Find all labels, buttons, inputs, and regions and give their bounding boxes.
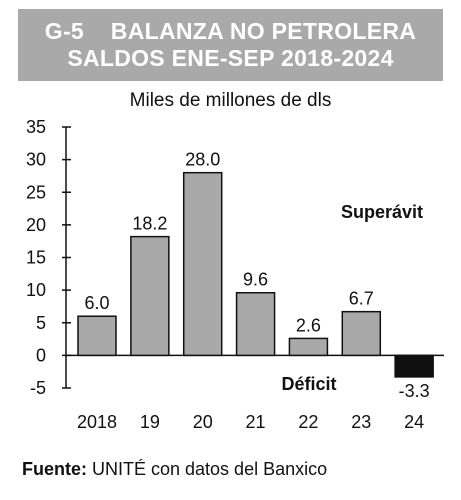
bar-22 bbox=[288, 337, 329, 357]
data-label-20: 28.0 bbox=[185, 150, 220, 170]
chart-unit-label: Miles de millones de dls bbox=[129, 90, 332, 111]
source-note: Fuente: UNITÉ con datos del Banxico bbox=[22, 459, 327, 480]
y-tick-label: 0 bbox=[36, 345, 46, 365]
x-tick-label-19: 19 bbox=[140, 412, 160, 432]
bar-chart: 35 30 25 20 15 10 5 0 -5 6.0 2018 18.2 19 28.0 20 9.6 2… bbox=[26, 117, 444, 432]
annotation-deficit: Déficit bbox=[281, 374, 336, 394]
y-tick-label: 15 bbox=[26, 248, 46, 268]
x-tick-label-23: 23 bbox=[351, 412, 371, 432]
chart-title-line-1: G-5 BALANZA NO PETROLERA bbox=[44, 18, 417, 44]
y-tick-label: 10 bbox=[26, 280, 46, 300]
source-label: Fuente: bbox=[22, 459, 87, 479]
y-tick-label: -5 bbox=[30, 378, 46, 398]
y-tick-label: 25 bbox=[26, 182, 46, 202]
data-label-21: 9.6 bbox=[243, 270, 268, 290]
bar-2018 bbox=[77, 315, 117, 357]
bar-23 bbox=[341, 310, 382, 357]
y-tick-label: 35 bbox=[26, 117, 46, 137]
data-label-24: -3.3 bbox=[399, 381, 430, 401]
y-tick-label: 5 bbox=[36, 313, 46, 333]
annotation-superavit: Superávit bbox=[341, 202, 423, 222]
x-tick-label-24: 24 bbox=[404, 412, 424, 432]
bar-19 bbox=[130, 235, 170, 357]
x-tick-label-21: 21 bbox=[246, 412, 266, 432]
chart-title-line-2: SALDOS ENE-SEP 2018-2024 bbox=[67, 45, 394, 71]
data-label-19: 18.2 bbox=[132, 214, 167, 234]
bar-20 bbox=[182, 171, 223, 357]
data-label-2018: 6.0 bbox=[84, 293, 109, 313]
data-label-23: 6.7 bbox=[349, 289, 374, 309]
source-text: UNITÉ con datos del Banxico bbox=[87, 459, 328, 479]
chart-title-banner: G-5 BALANZA NO PETROLERA SALDOS ENE-SEP … bbox=[18, 9, 443, 81]
x-tick-label-20: 20 bbox=[193, 412, 213, 432]
x-tick-label-22: 22 bbox=[298, 412, 318, 432]
bar-21 bbox=[235, 291, 276, 357]
y-tick-label: 30 bbox=[26, 150, 46, 170]
bar-24 bbox=[394, 354, 434, 378]
data-label-22: 2.6 bbox=[296, 315, 321, 335]
x-tick-label-2018: 2018 bbox=[77, 412, 117, 432]
y-tick-label: 20 bbox=[26, 215, 46, 235]
